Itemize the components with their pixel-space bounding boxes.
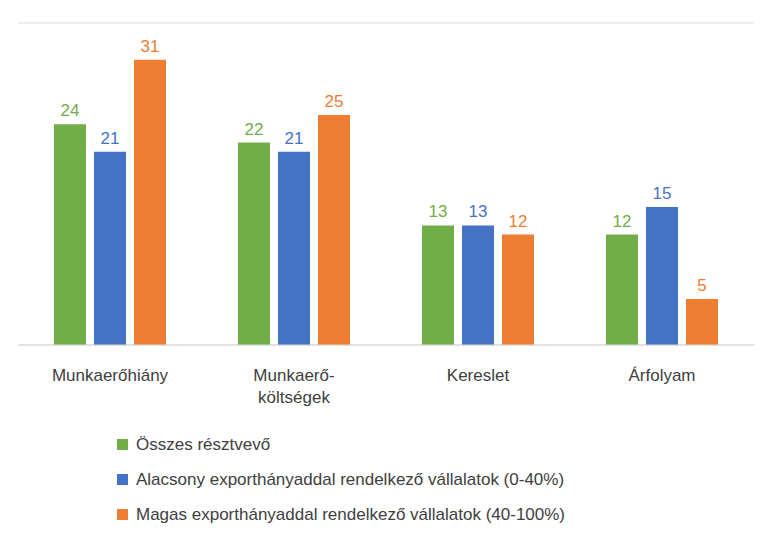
svg-text:Kereslet: Kereslet xyxy=(447,366,510,385)
svg-text:12: 12 xyxy=(509,212,528,231)
svg-text:12: 12 xyxy=(613,212,632,231)
svg-text:5: 5 xyxy=(697,276,706,295)
svg-text:Árfolyam: Árfolyam xyxy=(628,366,695,385)
svg-text:Munkaerőhiány: Munkaerőhiány xyxy=(52,366,169,385)
html-text:Alacsony exporthányaddal rende: Alacsony exporthányaddal rendelkező váll… xyxy=(136,469,565,489)
svg-text:13: 13 xyxy=(429,202,448,221)
svg-text:31: 31 xyxy=(141,37,160,56)
svg-text:22: 22 xyxy=(245,120,264,139)
svg-text:21: 21 xyxy=(101,129,120,148)
svg-text:21: 21 xyxy=(285,129,304,148)
svg-text:25: 25 xyxy=(325,92,344,111)
svg-text:15: 15 xyxy=(653,184,672,203)
svg-text:Munkaerő-költségek: Munkaerő-költségek xyxy=(253,366,334,407)
svg-text:24: 24 xyxy=(61,101,80,120)
html-text:Magas exporthányaddal rendelke: Magas exporthányaddal rendelkező vállala… xyxy=(136,504,565,524)
html-text:Összes résztvevő: Összes résztvevő xyxy=(136,434,271,454)
svg-text:13: 13 xyxy=(469,202,488,221)
